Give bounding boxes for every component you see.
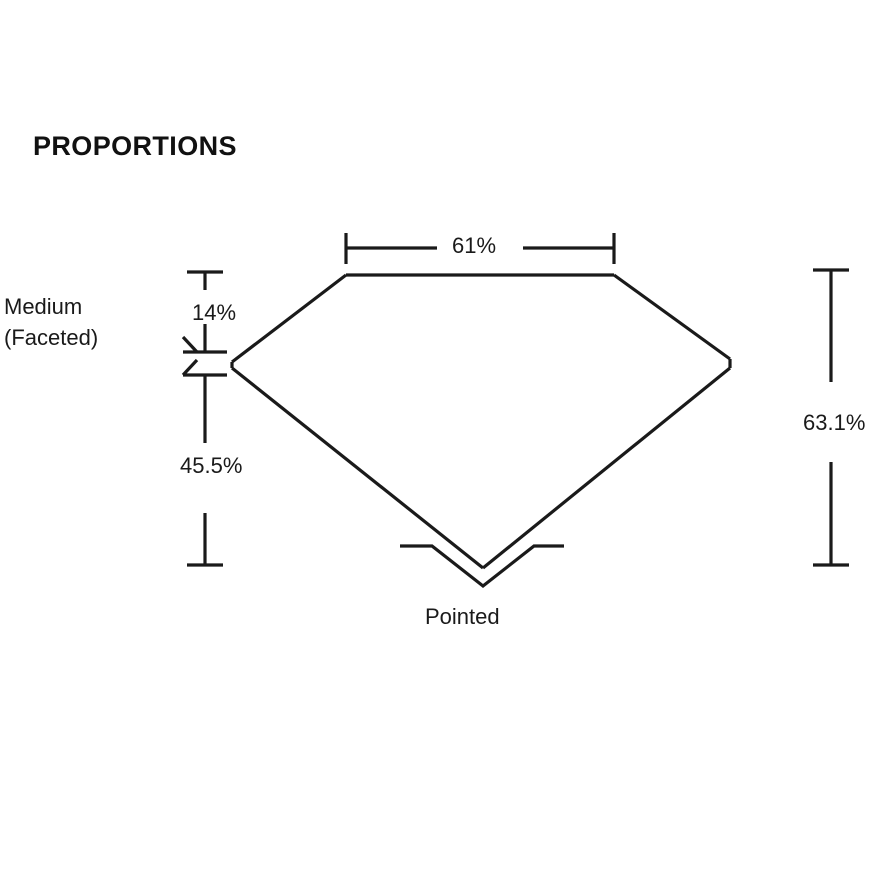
pavilion-depth-label: 45.5% [180, 453, 243, 478]
girdle-thickness-label: Medium (Faceted) [4, 291, 98, 353]
left-dimension-stack [181, 270, 227, 567]
girdle-break-lower-slash [181, 358, 199, 377]
page-title: PROPORTIONS [33, 131, 237, 161]
table-width-label: 61% [452, 233, 497, 258]
gem-pavilion-left-facet [231, 366, 484, 570]
gemstone-outline [230, 273, 732, 570]
crown-height-label: 14% [192, 300, 237, 325]
girdle-thickness-line-1: Medium [4, 294, 83, 319]
gem-crown-right-facet [613, 273, 731, 361]
gem-pavilion-right-facet [481, 366, 732, 570]
girdle-break-upper-slash [181, 335, 199, 354]
total-depth-dimension [813, 268, 849, 567]
culet-leader-line [400, 544, 564, 589]
girdle-thickness-line-2: (Faceted) [4, 325, 99, 350]
total-depth-label: 63.1% [803, 410, 866, 435]
culet-label: Pointed [425, 604, 500, 629]
culet-leader-path [400, 544, 564, 589]
table-width-dimension [344, 233, 616, 264]
gem-crown-left-facet [231, 273, 347, 364]
